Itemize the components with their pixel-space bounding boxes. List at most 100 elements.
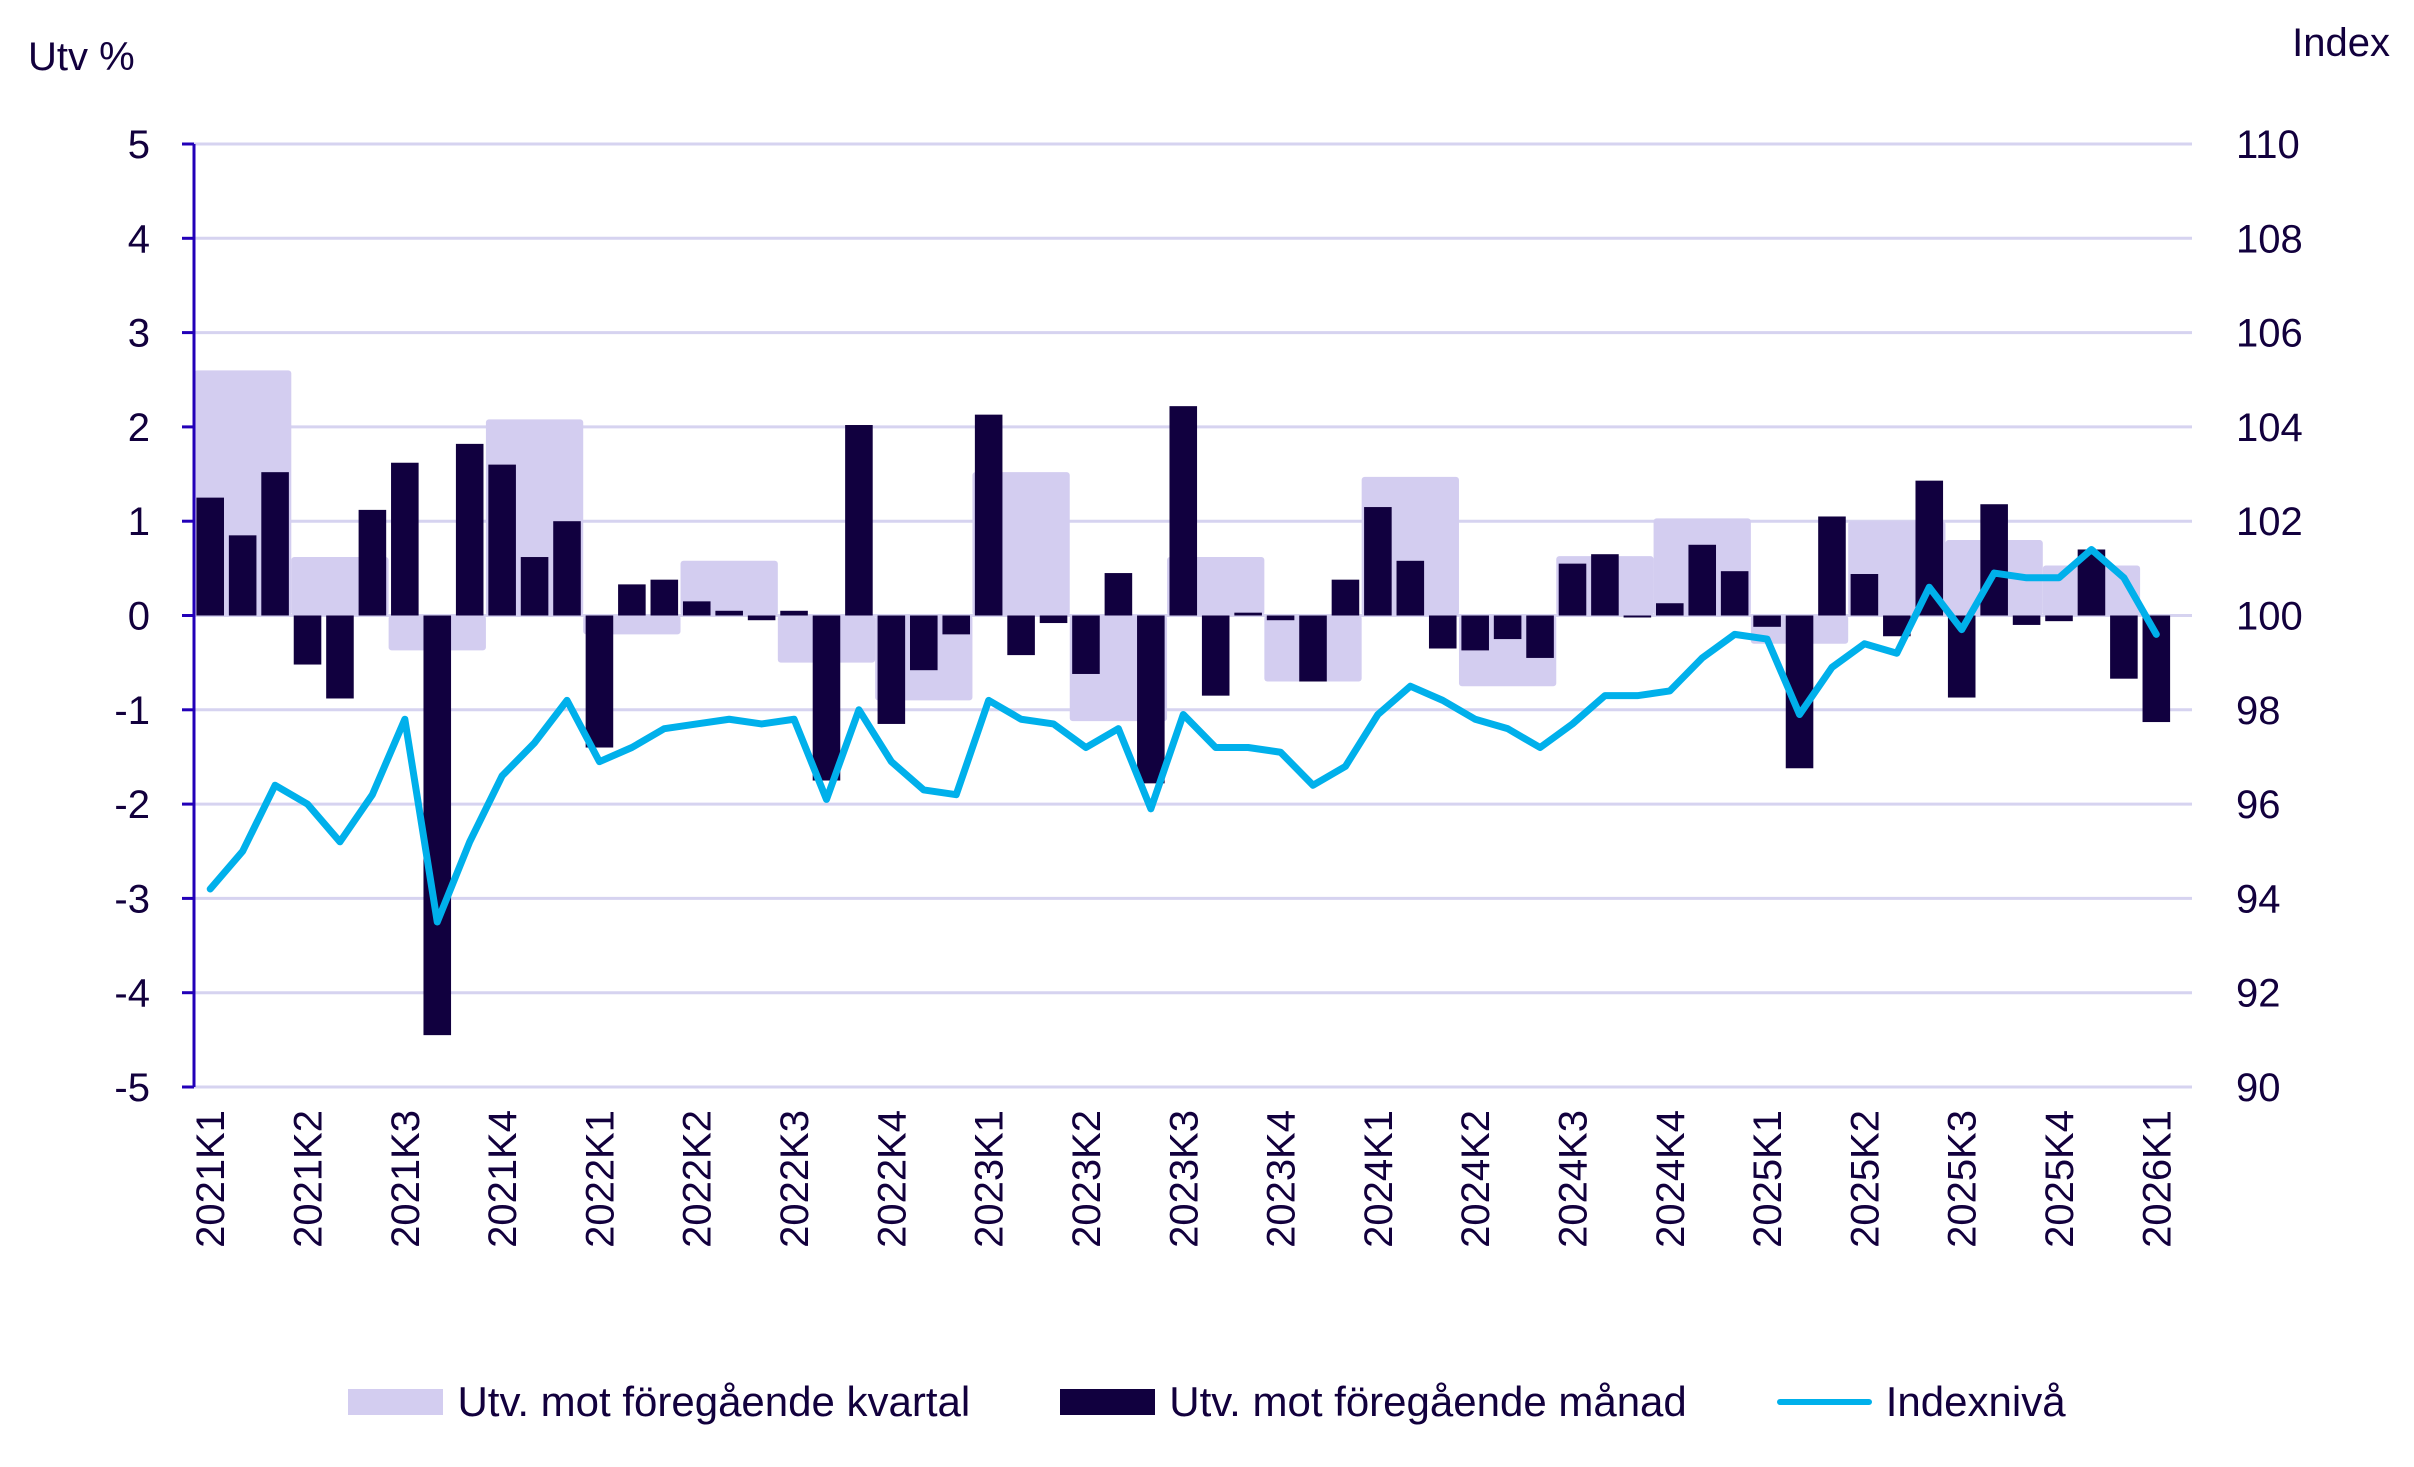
monthly-bar <box>1266 615 1295 621</box>
x-tick-label: 2021K4 <box>481 1110 525 1248</box>
monthly-bar <box>1850 574 1879 616</box>
right-tick-label: 90 <box>2236 1066 2281 1110</box>
monthly-bar <box>1688 544 1717 616</box>
left-tick-label: 0 <box>128 595 150 639</box>
left-tick-label: 1 <box>128 500 150 544</box>
right-tick-label: 92 <box>2236 972 2281 1016</box>
left-axis-title: Utv % <box>28 35 135 79</box>
right-axis-title: Index <box>2292 21 2390 65</box>
monthly-bar <box>1104 573 1133 616</box>
monthly-bar <box>1980 504 2008 616</box>
monthly-bar <box>1753 615 1781 627</box>
monthly-bar <box>650 579 679 616</box>
monthly-bar <box>974 414 1003 616</box>
monthly-bar <box>1493 615 1522 640</box>
legend-swatch-quarterly <box>348 1389 444 1415</box>
right-tick-label: 108 <box>2236 217 2303 261</box>
monthly-bar <box>845 425 873 616</box>
monthly-bar <box>196 497 225 616</box>
monthly-bar <box>1234 612 1262 616</box>
left-tick-label: -5 <box>114 1066 150 1110</box>
monthly-bar <box>682 601 711 616</box>
monthly-bar <box>1591 554 1619 616</box>
monthly-bar <box>1883 615 1911 637</box>
x-tick-label: 2023K2 <box>1065 1110 1109 1248</box>
x-tick-label: 2023K4 <box>1260 1110 1304 1248</box>
monthly-bar <box>1007 615 1035 656</box>
monthly-bar <box>877 615 906 724</box>
monthly-bar <box>2012 615 2041 625</box>
legend-label-quarterly: Utv. mot föregående kvartal <box>457 1378 971 1425</box>
monthly-bar <box>747 615 776 621</box>
left-tick-label: 2 <box>128 406 150 450</box>
axes: 5 4 3 2 1 0 -1 -2 -3 -4 -5 110 108 106 104 102 100 98 96 94… <box>114 123 2302 1248</box>
right-tick-label: 104 <box>2236 406 2303 450</box>
x-tick-label: 2022K2 <box>676 1110 720 1248</box>
monthly-bar <box>812 615 841 781</box>
right-tick-label: 94 <box>2236 877 2281 921</box>
legend: Utv. mot föregående kvartal Utv. mot för… <box>0 1378 2414 1426</box>
monthly-bar <box>293 615 322 665</box>
monthly-bar <box>455 443 484 616</box>
monthly-bar <box>423 615 452 1036</box>
x-tick-label: 2021K3 <box>384 1110 428 1248</box>
monthly-bar <box>1331 579 1360 616</box>
x-tick-label: 2025K1 <box>1746 1110 1790 1248</box>
monthly-bar <box>1623 615 1652 618</box>
legend-label-monthly: Utv. mot föregående månad <box>1169 1378 1687 1425</box>
legend-swatch-index <box>1776 1399 1872 1405</box>
x-tick-label: 2025K3 <box>1941 1110 1985 1248</box>
monthly-bar <box>910 615 938 671</box>
monthly-bar <box>358 509 387 616</box>
monthly-bar <box>1720 571 1749 616</box>
legend-item-monthly: Utv. mot föregående månad <box>1060 1378 1687 1426</box>
monthly-bar <box>1428 615 1457 649</box>
monthly-bar <box>1526 615 1554 658</box>
monthly-bar <box>780 610 808 616</box>
monthly-bar <box>1396 560 1425 616</box>
legend-swatch-monthly <box>1060 1389 1156 1415</box>
right-tick-label: 106 <box>2236 312 2303 356</box>
x-tick-label: 2021K2 <box>287 1110 331 1248</box>
legend-item-index: Indexnivå <box>1776 1378 2066 1426</box>
x-tick-label: 2026K1 <box>2135 1110 2179 1248</box>
left-tick-label: -3 <box>114 877 150 921</box>
left-tick-label: -4 <box>114 972 150 1016</box>
monthly-bar <box>1461 615 1489 651</box>
monthly-bar <box>1364 507 1392 616</box>
x-tick-label: 2022K4 <box>870 1110 914 1248</box>
monthly-bar <box>1818 516 1846 616</box>
x-tick-label: 2021K1 <box>189 1110 233 1248</box>
x-tick-label: 2024K3 <box>1551 1110 1595 1248</box>
monthly-bars <box>196 406 2171 1036</box>
x-tick-label: 2022K3 <box>773 1110 817 1248</box>
left-tick-label: 4 <box>128 217 150 261</box>
monthly-bar <box>1558 563 1587 616</box>
monthly-bar <box>618 584 646 616</box>
monthly-bar <box>1201 615 1230 696</box>
monthly-bar <box>942 615 971 635</box>
index-line-path <box>206 545 2160 926</box>
monthly-bar <box>2110 615 2138 679</box>
left-tick-label: 3 <box>128 312 150 356</box>
x-tick-label: 2025K4 <box>2038 1110 2082 1248</box>
monthly-bar <box>391 462 419 616</box>
right-tick-label: 102 <box>2236 500 2303 544</box>
monthly-bar <box>520 557 549 616</box>
monthly-bar <box>715 610 743 616</box>
left-tick-label: 5 <box>128 123 150 167</box>
index-line <box>206 545 2160 926</box>
quarterly-bars <box>194 370 2141 722</box>
monthly-bar <box>585 615 614 748</box>
x-tick-label: 2023K1 <box>968 1110 1012 1248</box>
monthly-bar <box>1299 615 1327 682</box>
legend-label-index: Indexnivå <box>1885 1378 2066 1425</box>
monthly-bar <box>1656 603 1684 616</box>
right-tick-label: 96 <box>2236 783 2281 827</box>
left-tick-label: -2 <box>114 783 150 827</box>
monthly-bar <box>1137 615 1165 784</box>
monthly-bar <box>2045 615 2073 622</box>
right-tick-label: 98 <box>2236 689 2281 733</box>
x-tick-label: 2024K2 <box>1454 1110 1498 1248</box>
